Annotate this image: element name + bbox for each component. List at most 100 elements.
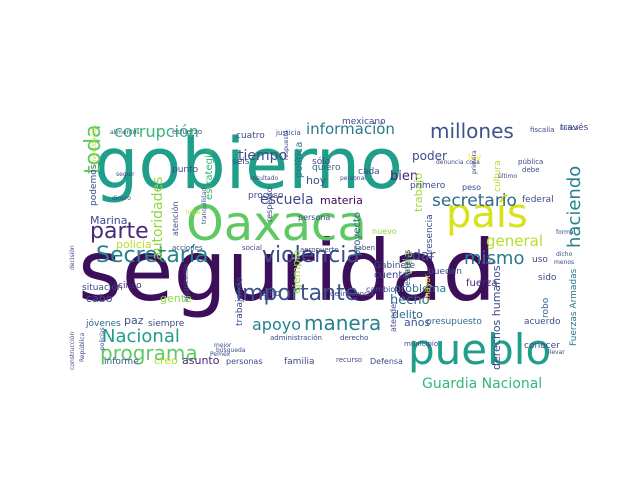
word-uso: uso bbox=[532, 255, 548, 265]
word-saben: saben bbox=[354, 244, 375, 252]
word-social: social bbox=[242, 244, 262, 252]
word-ejemplo: ejemplo bbox=[290, 250, 303, 294]
word-mexicano: mexicano bbox=[342, 117, 386, 127]
word-quiero: quiero bbox=[312, 163, 341, 173]
word-secretaria: Secretaría bbox=[96, 243, 208, 268]
word-cultura: cultura bbox=[493, 160, 503, 192]
word-nunca: nunca bbox=[560, 125, 579, 132]
word-pueden: pueden bbox=[428, 267, 462, 277]
word-mejor: mejor bbox=[214, 342, 232, 349]
word-programa: programa bbox=[100, 341, 198, 365]
word-toda: toda bbox=[81, 124, 106, 174]
word-apoyo: apoyo bbox=[252, 315, 301, 334]
word-derecho: derecho bbox=[340, 334, 368, 342]
word-paz: paz bbox=[124, 314, 144, 327]
word-mayor: mayor bbox=[423, 274, 432, 300]
word-guardia-nacional: Guardia Nacional bbox=[422, 376, 542, 392]
word-personal: personal bbox=[340, 175, 366, 182]
word-seis: seis bbox=[232, 157, 250, 167]
word-ley: ley bbox=[468, 153, 482, 163]
word-policias: policías bbox=[99, 327, 106, 350]
word-general: general bbox=[486, 232, 543, 250]
word-respecto: respecto bbox=[265, 187, 274, 222]
word-hecho: hecho bbox=[390, 293, 430, 308]
word-situacion: situación bbox=[82, 282, 123, 293]
word-cada: cada bbox=[358, 167, 380, 177]
word-pemex: Pemex bbox=[210, 351, 231, 358]
word-trabajando: trabajando bbox=[235, 277, 245, 326]
word-menos: menos bbox=[554, 259, 574, 266]
word-construccion: construcción bbox=[69, 332, 76, 370]
word-aeropuerto: aeropuerto bbox=[300, 246, 339, 254]
word-bien: bien bbox=[390, 169, 418, 184]
word-siempre: siempre bbox=[148, 319, 185, 329]
word-federal: federal bbox=[522, 195, 554, 205]
word-anos: años bbox=[404, 316, 430, 329]
word-denuncia: denuncia bbox=[436, 159, 464, 166]
word-dicho: dicho bbox=[556, 251, 573, 258]
word-primero: primero bbox=[410, 181, 446, 191]
word-derechos-humanos: derechos humanos bbox=[490, 265, 503, 370]
word-dinero: dinero bbox=[112, 195, 131, 202]
word-publica: pública bbox=[518, 158, 543, 166]
word-parte: parte bbox=[90, 219, 149, 244]
word-informacion: información bbox=[306, 120, 395, 138]
word-informe: informe bbox=[104, 357, 139, 367]
word-vida: vida bbox=[401, 251, 415, 276]
word-estrategia: estrategia bbox=[204, 149, 215, 200]
word-tiempo: tiempo bbox=[238, 148, 287, 164]
word-gobierno: gobierno bbox=[94, 123, 403, 205]
word-defensa: Defensa bbox=[370, 357, 403, 366]
word-marina: Marina bbox=[90, 214, 128, 227]
word-resultado: resultado bbox=[250, 175, 278, 182]
word-primera: primera bbox=[471, 150, 478, 174]
word-decision: decisión bbox=[69, 245, 76, 270]
word-administracion: administración bbox=[270, 334, 322, 342]
word-corrupcion: corrupción bbox=[114, 122, 199, 141]
word-politica: política bbox=[293, 142, 305, 178]
word-investigacion: investigación bbox=[91, 125, 98, 165]
word-peso: peso bbox=[462, 183, 481, 192]
word-autoridades: autoridades bbox=[150, 177, 166, 260]
word-problema: problema bbox=[394, 282, 446, 295]
word-cambio: cambio bbox=[366, 285, 395, 294]
word-asunto: asunto bbox=[182, 354, 220, 367]
word-forma: forma bbox=[556, 229, 574, 236]
word-debe: debe bbox=[522, 166, 540, 174]
word-nacional: Nacional bbox=[102, 326, 180, 347]
word-robo: robo bbox=[541, 297, 551, 318]
word-cinco: cinco bbox=[118, 281, 142, 291]
word-manera: manera bbox=[304, 311, 381, 335]
word-busqueda: búsqueda bbox=[216, 347, 246, 354]
word-proceso: proceso bbox=[248, 191, 284, 201]
word-poder: poder bbox=[412, 149, 447, 163]
word-creo: creo bbox=[154, 354, 178, 367]
word-pueblo: pueblo bbox=[408, 325, 551, 374]
word-cuatro: cuatro bbox=[236, 131, 265, 141]
word-republica: República bbox=[79, 332, 86, 362]
word-mismo: mismo bbox=[464, 248, 524, 269]
word-acuerdo: acuerdo bbox=[524, 317, 561, 327]
word-justicia: justicia bbox=[275, 129, 301, 137]
word-acciones: acciones bbox=[172, 244, 203, 252]
word-podemos: podemos bbox=[89, 164, 99, 206]
word-fuerza: fuerza bbox=[466, 278, 498, 289]
word-importante: importante bbox=[236, 281, 358, 306]
word-pais: país bbox=[446, 191, 528, 237]
word-gabinete: Gabinete bbox=[374, 261, 415, 271]
word-conocer: conocer bbox=[524, 341, 560, 351]
word-personas: personas bbox=[226, 357, 263, 366]
word-millones: millones bbox=[430, 119, 514, 143]
word-sido: sido bbox=[538, 273, 557, 283]
word-llevar: llevar bbox=[548, 349, 565, 356]
word-fiscalia: fiscalía bbox=[530, 126, 554, 134]
word-atencion: atención bbox=[170, 201, 180, 236]
word-seguir: seguir bbox=[116, 171, 135, 178]
word-dar: dar bbox=[412, 248, 435, 264]
word-estatales: estatales bbox=[403, 250, 412, 286]
word-delito: delito bbox=[392, 308, 423, 321]
word-gente: gente bbox=[160, 292, 192, 305]
word-esfuerzo: esfuerzo bbox=[172, 128, 202, 136]
word-ultimo: último bbox=[498, 173, 517, 180]
